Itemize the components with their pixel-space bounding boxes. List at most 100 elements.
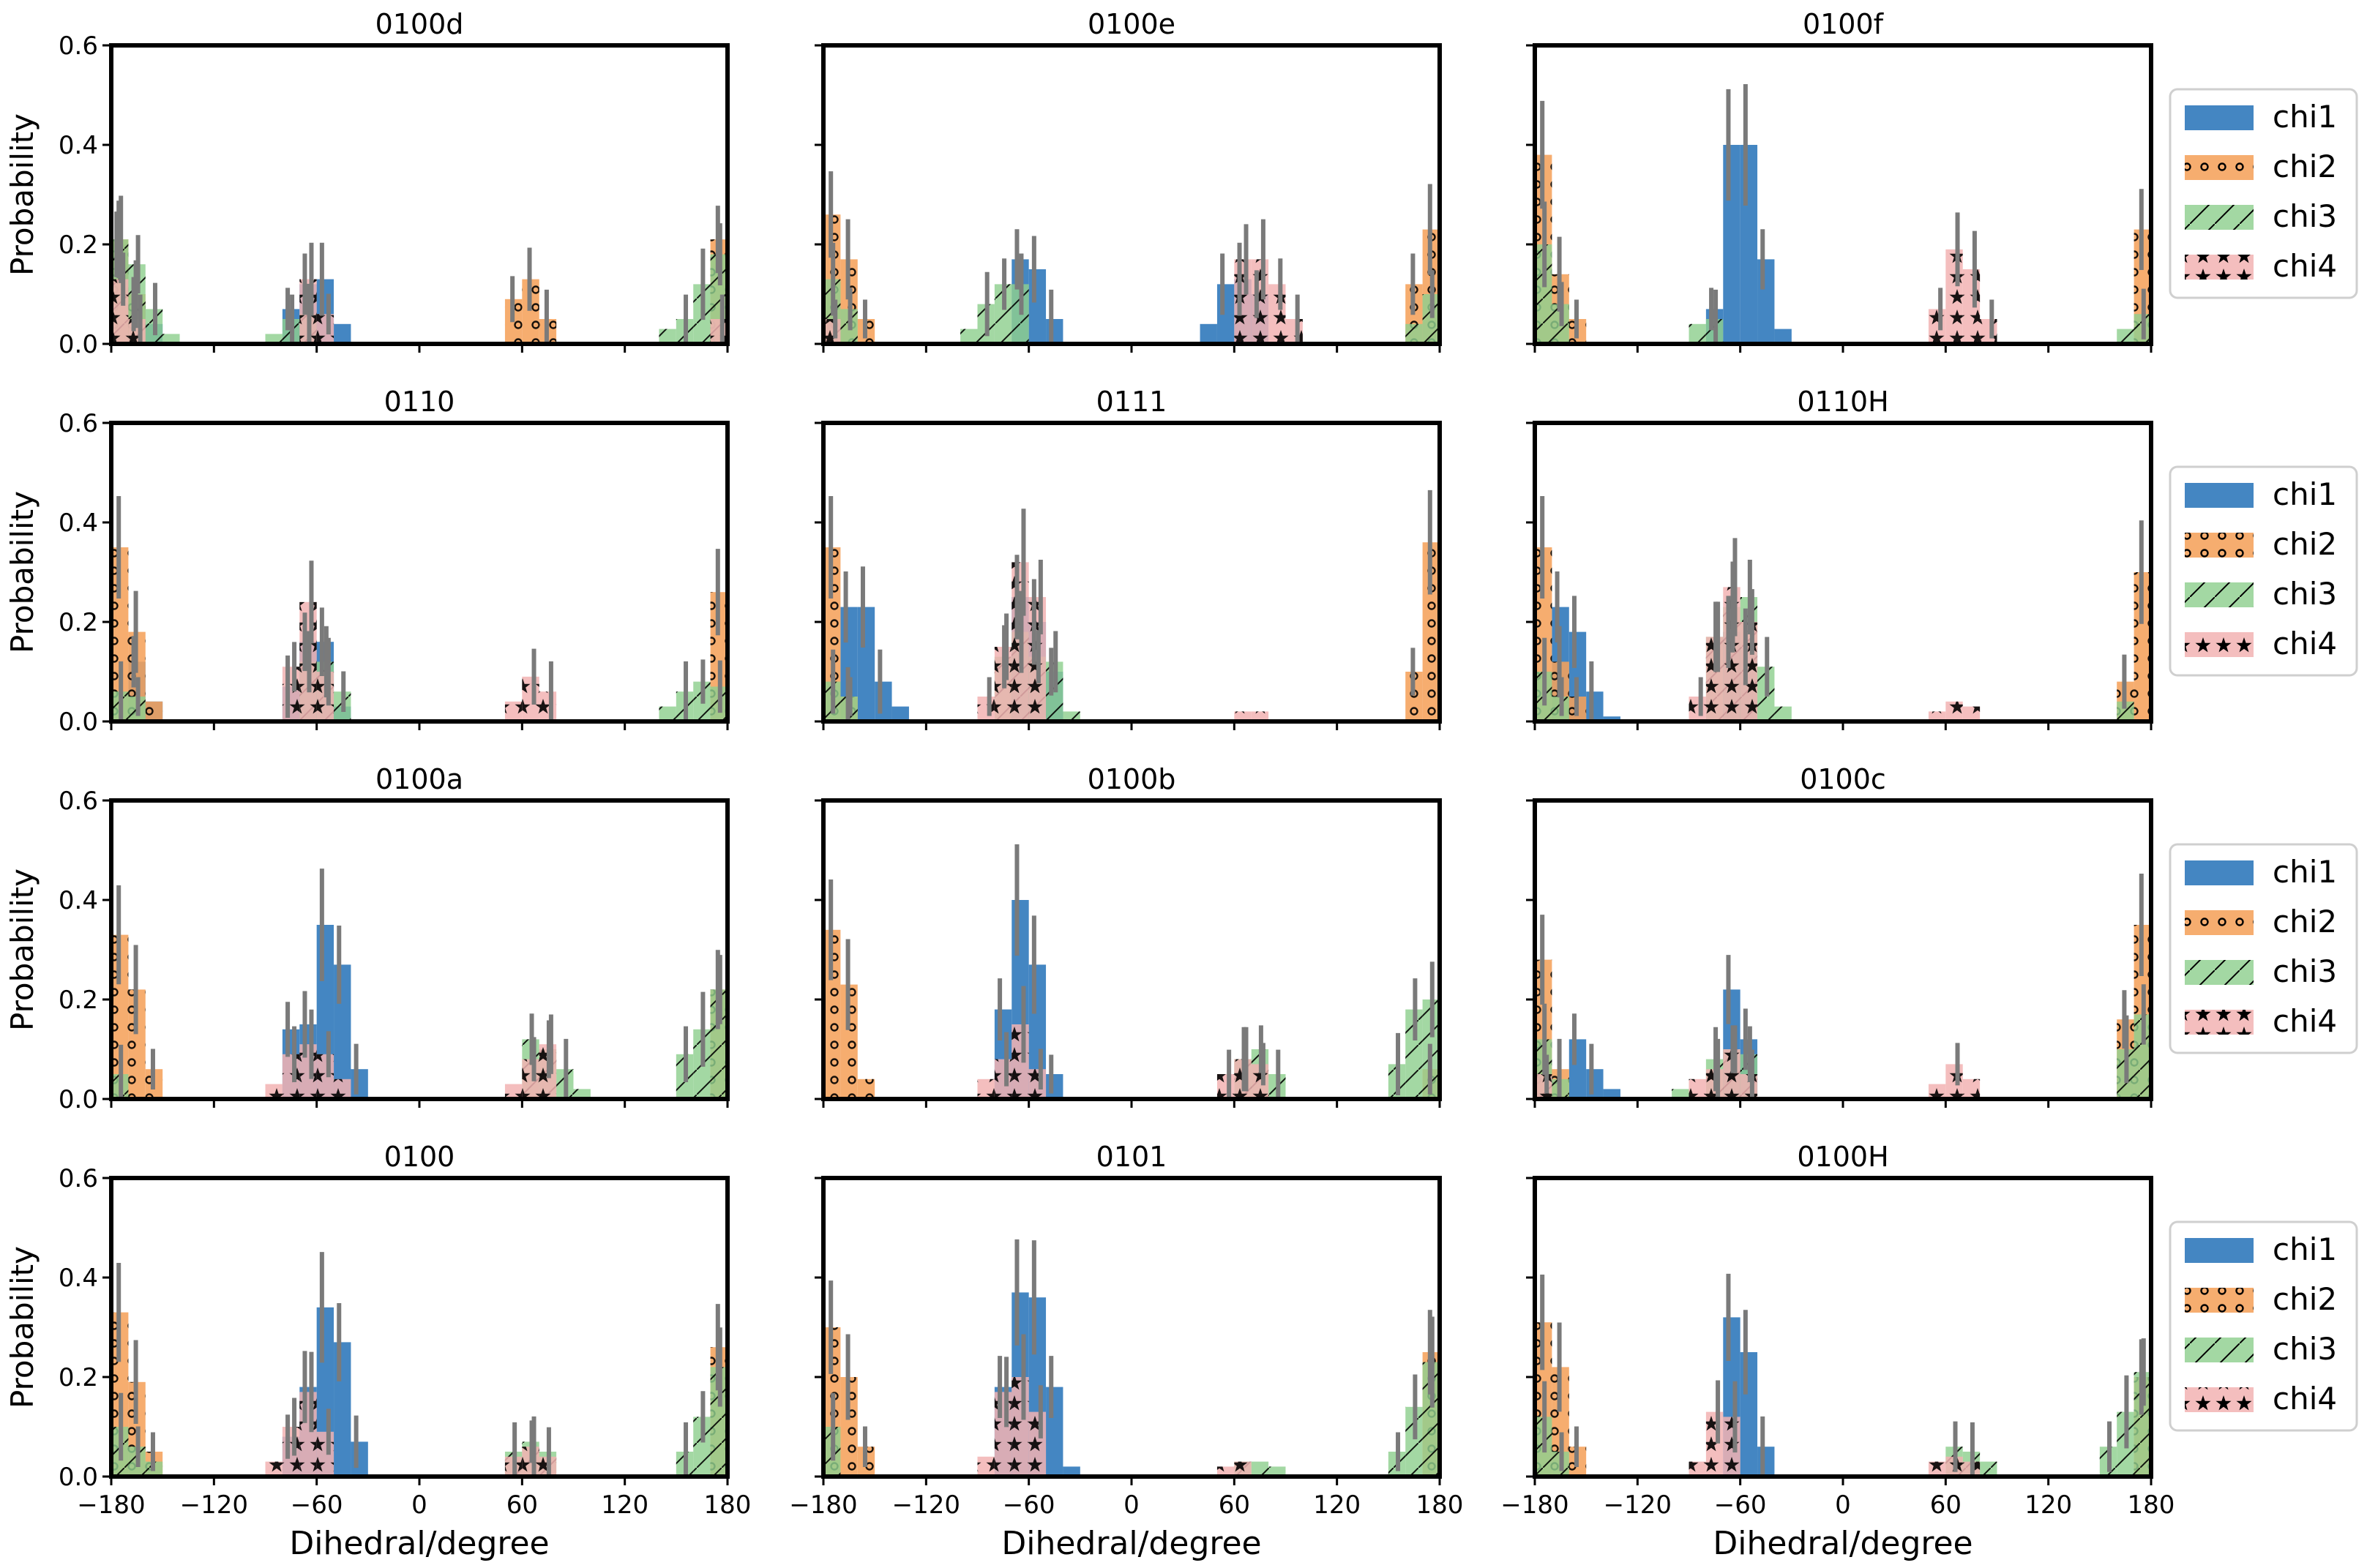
x-tick-label: 0: [411, 1490, 427, 1520]
axes-frame: [821, 421, 1442, 724]
bar-hatch-chi2: [857, 1079, 875, 1099]
bars: [823, 542, 1440, 721]
legend-swatch-hatch-chi2: [2185, 533, 2254, 558]
bar-hatch-chi4: [1028, 1069, 1047, 1099]
x-tick-label: −120: [1604, 1490, 1672, 1520]
panel-title: 0100f: [1803, 8, 1885, 40]
bar-hatch-chi4: [265, 1461, 283, 1477]
bar-hatch-chi3: [693, 1417, 711, 1477]
legend-swatch-chi1: [2185, 860, 2254, 885]
x-tick-label: −180: [789, 1490, 857, 1520]
bar-hatch-chi4: [1945, 1064, 1963, 1099]
bar-hatch-chi4: [1028, 1411, 1047, 1477]
legend-box: [2169, 465, 2358, 677]
bar-hatch-chi4: [1723, 1417, 1740, 1477]
panel-0100a: 0100a 0.0 0.2 0.4 0.6 Probability: [4, 763, 730, 1114]
axes-frame: [821, 1176, 1442, 1479]
bars: [1535, 1317, 2151, 1477]
bar-chi1: [334, 964, 351, 1099]
x-tick-label: 0: [1123, 1490, 1140, 1520]
legend-row-1: chi1 chi2 chi3 chi4: [2169, 88, 2358, 299]
y-tick-label: 0.2: [59, 230, 98, 260]
bar-chi1: [334, 1342, 351, 1477]
y-tick-label: 0.6: [59, 787, 98, 816]
axes-frame: [109, 43, 730, 346]
bar-hatch-chi3: [710, 1367, 728, 1477]
bar-hatch-chi3: [1535, 244, 1552, 344]
bars: [1535, 547, 2151, 721]
bar-hatch-chi4: [1962, 269, 1981, 344]
bar-hatch-chi4: [299, 1392, 317, 1477]
bar-hatch-chi2: [1552, 1367, 1569, 1477]
bar-hatch-chi3: [1672, 1089, 1689, 1099]
legend-swatch-hatch-chi4: [2185, 1010, 2254, 1035]
bar-hatch-chi4: [1945, 249, 1963, 344]
bar-chi1: [857, 607, 875, 721]
panel-title: 0111: [1096, 386, 1167, 418]
x-tick-label: 180: [704, 1490, 752, 1520]
bar-hatch-chi3: [994, 284, 1012, 344]
panel-0111: 0111: [815, 386, 1442, 730]
error-bars: [829, 171, 1435, 344]
y-axis-label: Probability: [4, 1246, 40, 1408]
bars: [111, 1307, 728, 1477]
bar-hatch-chi4: [1928, 1084, 1946, 1099]
bars: [111, 925, 728, 1099]
bar-hatch-chi2: [522, 279, 539, 344]
error-bars: [116, 495, 722, 721]
legend-swatch-hatch-chi3: [2185, 205, 2254, 230]
bar-chi1: [1046, 1387, 1063, 1477]
axes-frame: [1533, 421, 2153, 724]
bar-hatch-chi4: [1216, 1074, 1235, 1099]
axes-frame: [109, 798, 730, 1101]
bar-chi1: [1568, 1039, 1587, 1099]
bar-hatch-chi3: [960, 329, 978, 344]
legend-swatch-hatch-chi4: [2185, 632, 2254, 657]
bar-hatch-chi4: [504, 1084, 523, 1099]
legend-label-chi1: chi1: [2273, 1231, 2337, 1267]
bar-hatch-chi4: [282, 1427, 300, 1477]
y-axis-label: Probability: [4, 491, 40, 653]
bar-hatch-chi3: [1063, 711, 1080, 721]
bar-hatch-chi4: [282, 1054, 300, 1099]
x-tick-label: −120: [180, 1490, 248, 1520]
y-tick-label: 0.6: [59, 31, 98, 61]
legend-label-chi3: chi3: [2273, 1331, 2337, 1367]
bar-hatch-chi4: [1705, 1411, 1724, 1477]
bar-hatch-chi2: [840, 984, 858, 1099]
error-bars: [1540, 873, 2146, 1099]
legend-swatch-chi1: [2185, 1238, 2254, 1263]
bar-hatch-chi4: [1251, 259, 1269, 344]
axes-frame: [1533, 798, 2153, 1101]
bars: [111, 239, 728, 344]
panel-title: 0100H: [1797, 1141, 1888, 1173]
legend-swatch-chi1: [2185, 105, 2254, 130]
bar-chi1: [891, 706, 909, 721]
bar-hatch-chi4: [994, 1392, 1012, 1477]
bar-hatch-chi4: [1689, 697, 1706, 721]
bar-chi1: [1774, 329, 1792, 344]
y-tick-label: 0.6: [59, 409, 98, 438]
x-tick-label: 120: [601, 1490, 648, 1520]
x-tick-label: −60: [1714, 1490, 1767, 1520]
bar-hatch-chi4: [1928, 309, 1946, 344]
error-bars: [829, 489, 1432, 721]
bar-hatch-chi4: [1740, 622, 1758, 721]
panel-0100e: 0100e: [815, 8, 1442, 353]
bar-hatch-chi3: [1774, 706, 1792, 721]
legend-label-chi1: chi1: [2273, 854, 2337, 890]
bars: [1535, 145, 2151, 344]
bar-hatch-chi3: [1268, 1466, 1286, 1477]
bar-hatch-chi4: [1216, 1466, 1235, 1477]
bar-hatch-chi3: [2134, 1014, 2151, 1099]
x-axis-label: Dihedral/degree: [289, 1525, 549, 1562]
bar-hatch-chi2: [2134, 572, 2151, 721]
bar-hatch-chi3: [1405, 1009, 1423, 1099]
legend-layer: chi1 chi2 chi3 chi4 chi1 chi2 chi3 chi4 chi1 chi2…: [2169, 88, 2358, 1432]
legend-row-3: chi1 chi2 chi3 chi4: [2169, 843, 2358, 1054]
x-tick-label: 120: [1313, 1490, 1361, 1520]
legend-label-chi3: chi3: [2273, 576, 2337, 612]
bar-hatch-chi4: [977, 697, 995, 721]
bar-hatch-chi4: [111, 279, 129, 344]
error-bars: [116, 869, 722, 1099]
